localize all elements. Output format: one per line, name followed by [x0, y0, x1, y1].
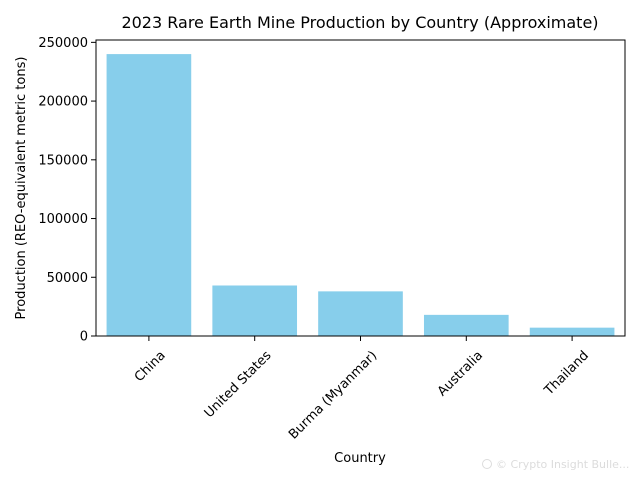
y-tick-label: 100000: [38, 212, 88, 227]
bar-thailand: [529, 327, 615, 336]
bar-china: [106, 54, 192, 336]
bar-burma-myanmar: [318, 291, 403, 336]
bars-group: [106, 54, 615, 336]
y-tick-label: 150000: [38, 153, 88, 168]
x-axis-label: Country: [334, 451, 386, 466]
bar-united-states: [212, 285, 298, 336]
watermark-text: © Crypto Insight Bulle...: [496, 458, 629, 471]
x-tick-label: Australia: [435, 348, 486, 399]
x-axis: China United States Burma (Myanmar) Austral…: [132, 336, 592, 442]
y-axis-label: Production (REO-equivalent metric tons): [14, 57, 29, 320]
watermark: © Crypto Insight Bulle...: [482, 458, 629, 471]
y-tick-label: 0: [80, 330, 88, 345]
y-tick-label: 50000: [47, 271, 88, 286]
chart-title: 2023 Rare Earth Mine Production by Count…: [121, 13, 598, 32]
x-tick-label: United States: [202, 348, 275, 421]
x-tick-label: Burma (Myanmar): [286, 348, 380, 442]
y-axis: 0 50000 100000 150000 200000 250000: [38, 36, 96, 345]
y-tick-label: 200000: [38, 95, 88, 110]
watermark-logo-icon: [482, 459, 492, 469]
x-tick-label: Thailand: [541, 348, 592, 399]
y-tick-label: 250000: [38, 36, 88, 51]
x-tick-label: China: [132, 348, 169, 385]
bar-australia: [423, 314, 509, 336]
